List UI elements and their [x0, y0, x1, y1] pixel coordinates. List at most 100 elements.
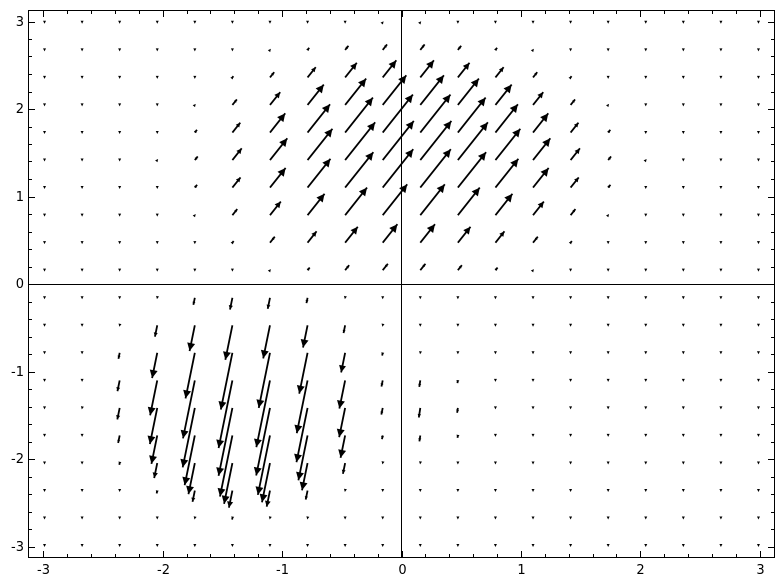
vector-arrow — [43, 323, 47, 327]
vector-arrow — [644, 48, 648, 52]
vector-arrow — [532, 91, 544, 106]
vector-arrow — [719, 516, 723, 520]
vector-arrow — [382, 59, 398, 79]
vector-arrow — [231, 98, 238, 106]
vector-arrow — [531, 378, 535, 382]
vector-arrow — [457, 151, 487, 189]
vector-arrow — [756, 488, 760, 492]
vector-arrow — [419, 74, 445, 106]
vector-arrow — [418, 21, 422, 25]
vector-arrow — [116, 380, 121, 392]
vector-arrow — [419, 461, 423, 465]
vector-arrow — [607, 129, 612, 134]
vector-arrow — [719, 241, 723, 245]
y-tick-label: 0 — [16, 277, 24, 292]
x-tick-label: 0 — [398, 563, 406, 578]
tick-labels: -3 -2 -1 0 1 2 3 -3 -2 -1 0 1 2 3 — [11, 15, 765, 578]
vector-arrow — [456, 544, 460, 548]
vector-arrow — [719, 406, 723, 410]
vector-arrow — [681, 323, 685, 327]
vector-arrow — [269, 91, 281, 106]
vector-arrow — [341, 462, 347, 474]
vector-arrow — [155, 186, 159, 190]
vector-arrow — [267, 48, 271, 53]
vector-arrow — [80, 213, 84, 217]
vector-arrow — [756, 461, 760, 465]
vector-arrow — [418, 435, 422, 442]
vector-arrow — [681, 130, 685, 134]
vector-arrow — [155, 48, 159, 52]
vector-arrow — [530, 269, 534, 273]
vector-arrow — [269, 137, 288, 161]
vector-arrow — [569, 20, 573, 24]
vector-arrow — [531, 488, 535, 492]
vector-arrow — [216, 380, 234, 449]
vector-arrow — [456, 20, 460, 24]
vector-arrow — [606, 268, 610, 272]
vector-arrow — [719, 130, 723, 134]
x-tick-label: 2 — [636, 563, 644, 578]
vector-arrow — [531, 323, 535, 327]
vector-arrow — [300, 325, 309, 348]
vector-arrow — [494, 193, 514, 216]
vector-arrow — [457, 187, 481, 216]
vector-arrow — [344, 151, 375, 189]
vector-arrow — [606, 516, 610, 520]
vector-arrow — [382, 263, 389, 271]
vector-arrow — [493, 378, 497, 382]
vector-arrow — [306, 128, 334, 161]
vector-arrow — [381, 435, 385, 440]
vector-arrow — [606, 241, 610, 245]
vector-arrow — [756, 516, 760, 520]
vector-arrow — [269, 236, 276, 244]
vector-arrow — [681, 268, 685, 272]
vector-arrow — [344, 226, 359, 244]
vector-arrow — [719, 323, 723, 327]
vector-arrow — [299, 462, 309, 491]
vector-arrow — [381, 461, 385, 465]
vector-arrow — [418, 323, 422, 327]
vector-arrow — [569, 406, 573, 410]
vector-arrow — [147, 407, 159, 445]
vector-arrow — [569, 176, 580, 189]
vector-arrow — [719, 48, 723, 52]
vector-arrow — [231, 176, 242, 189]
vector-arrow — [192, 214, 196, 218]
vector-arrow — [381, 296, 385, 300]
vector-arrow — [80, 158, 84, 162]
vector-arrow — [265, 490, 271, 507]
vector-arrow — [43, 433, 47, 437]
vector-arrow — [756, 268, 760, 272]
vector-arrow — [644, 130, 648, 134]
vector-arrow — [382, 183, 408, 216]
vector-arrow — [606, 323, 610, 327]
vector-arrow — [155, 130, 159, 134]
vector-arrow — [80, 48, 84, 52]
vector-arrow — [337, 380, 347, 409]
vector-arrow — [306, 66, 317, 79]
vector-arrow — [118, 186, 122, 190]
vector-arrow — [155, 268, 159, 272]
vector-arrow — [418, 296, 422, 300]
vector-arrow — [457, 97, 487, 134]
vector-arrow — [43, 461, 47, 465]
vector-arrow — [456, 296, 460, 300]
vector-arrow — [342, 325, 347, 334]
vector-arrow — [644, 268, 648, 272]
vector-arrow — [382, 93, 414, 134]
vector-arrow — [569, 48, 573, 52]
vector-arrow — [644, 351, 648, 355]
vector-arrow — [606, 214, 610, 218]
vector-arrow — [43, 48, 47, 52]
vector-arrow — [43, 268, 47, 272]
vector-arrow — [118, 75, 122, 79]
vector-arrow — [149, 435, 159, 465]
vector-arrow — [217, 435, 234, 497]
vector-arrow — [80, 241, 84, 245]
vector-arrow — [267, 269, 271, 273]
vector-arrow — [419, 148, 452, 189]
vector-arrow — [118, 20, 122, 24]
vector-arrow — [187, 325, 196, 352]
vector-arrow — [227, 490, 234, 508]
vector-arrow — [43, 351, 47, 355]
